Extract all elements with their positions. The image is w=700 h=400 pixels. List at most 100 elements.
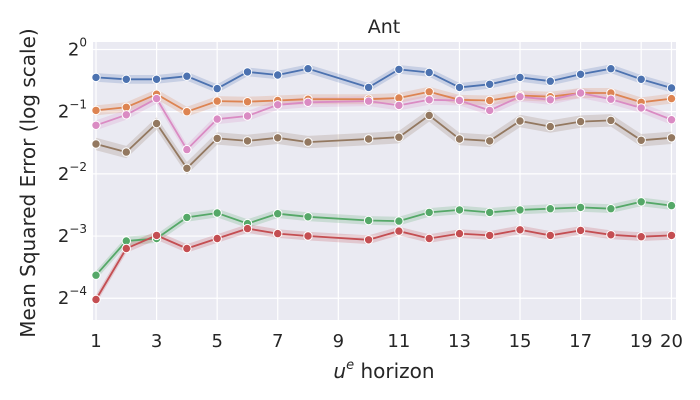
point-blue (121, 74, 132, 85)
point-blue (182, 71, 192, 81)
point-brown (212, 133, 222, 144)
point-blue (424, 67, 434, 78)
plot-background (93, 42, 676, 320)
point-brown (121, 147, 132, 157)
band-brown (96, 109, 672, 175)
point-orange (485, 95, 495, 106)
point-red (485, 230, 495, 241)
y-tick-label: 2−3 (58, 222, 87, 247)
point-pink (121, 110, 132, 120)
point-green (545, 204, 555, 214)
y-tick-label: 2−1 (58, 98, 87, 123)
point-green (394, 216, 404, 226)
point-green (182, 212, 192, 223)
point-red (636, 232, 646, 242)
point-brown (515, 116, 525, 126)
point-orange (666, 93, 677, 104)
x-axis-label-main: u (333, 359, 346, 383)
band-orange (96, 86, 672, 117)
point-blue (575, 69, 586, 80)
point-pink (182, 144, 192, 155)
point-pink (91, 120, 101, 131)
x-axis-label: ue horizon (333, 358, 434, 383)
x-tick-label: 17 (569, 331, 592, 352)
point-pink (485, 105, 495, 116)
point-pink (606, 94, 616, 104)
point-green (273, 209, 283, 219)
point-orange (91, 105, 101, 116)
y-axis-label: Mean Squared Error (log scale) (16, 28, 40, 337)
point-pink (394, 100, 404, 111)
point-green (91, 270, 101, 280)
point-red (515, 225, 525, 235)
band-green (96, 197, 672, 280)
band-pink (96, 88, 672, 155)
x-tick-label: 3 (151, 331, 162, 352)
point-pink (273, 100, 283, 110)
x-tick-label: 5 (211, 331, 222, 352)
point-green (485, 207, 495, 218)
point-pink (666, 115, 677, 125)
point-orange (242, 97, 253, 107)
point-orange (424, 87, 434, 97)
point-red (121, 243, 132, 254)
point-red (454, 228, 465, 239)
point-red (545, 230, 555, 241)
point-pink (454, 95, 465, 106)
x-tick-label: 19 (630, 331, 653, 352)
point-red (606, 230, 616, 240)
point-red (151, 230, 162, 241)
point-pink (212, 114, 222, 124)
point-red (242, 223, 253, 234)
point-brown (303, 137, 313, 147)
point-brown (666, 133, 677, 143)
point-blue (151, 74, 162, 85)
x-tick-label: 1 (90, 331, 101, 352)
point-red (363, 235, 374, 245)
point-blue (606, 64, 616, 74)
point-red (273, 228, 283, 239)
point-red (91, 294, 101, 305)
point-brown (424, 110, 434, 121)
point-brown (545, 121, 555, 132)
x-tick-label: 15 (509, 331, 532, 352)
point-red (394, 226, 404, 236)
point-brown (273, 133, 283, 143)
point-blue (303, 64, 313, 74)
point-brown (575, 116, 586, 127)
x-tick-label: 13 (448, 331, 471, 352)
x-tick-label: 20 (660, 331, 683, 352)
point-pink (363, 96, 374, 106)
point-green (515, 205, 525, 215)
x-tick-label: 7 (272, 331, 283, 352)
point-red (182, 243, 192, 254)
point-green (303, 212, 313, 222)
point-brown (636, 135, 646, 146)
point-brown (606, 115, 616, 126)
point-red (212, 233, 222, 244)
point-red (424, 233, 434, 244)
y-tick-label: 2−4 (58, 284, 87, 309)
point-pink (151, 93, 162, 104)
point-green (666, 200, 677, 211)
series-markers (91, 64, 677, 305)
point-blue (515, 72, 525, 83)
point-orange (212, 96, 222, 106)
point-pink (575, 88, 586, 98)
x-tick-labels: 1 3 5 7 9 11 13 15 17 19 20 (90, 331, 683, 352)
point-blue (485, 79, 495, 90)
point-red (666, 230, 677, 241)
point-pink (424, 95, 434, 105)
point-brown (242, 136, 253, 146)
point-pink (303, 97, 313, 108)
point-blue (394, 64, 404, 75)
point-blue (91, 72, 101, 83)
point-pink (545, 95, 555, 105)
point-blue (545, 76, 555, 86)
point-blue (273, 70, 283, 80)
point-red (575, 225, 586, 236)
point-pink (636, 103, 646, 113)
point-blue (454, 82, 465, 93)
point-green (363, 215, 374, 226)
